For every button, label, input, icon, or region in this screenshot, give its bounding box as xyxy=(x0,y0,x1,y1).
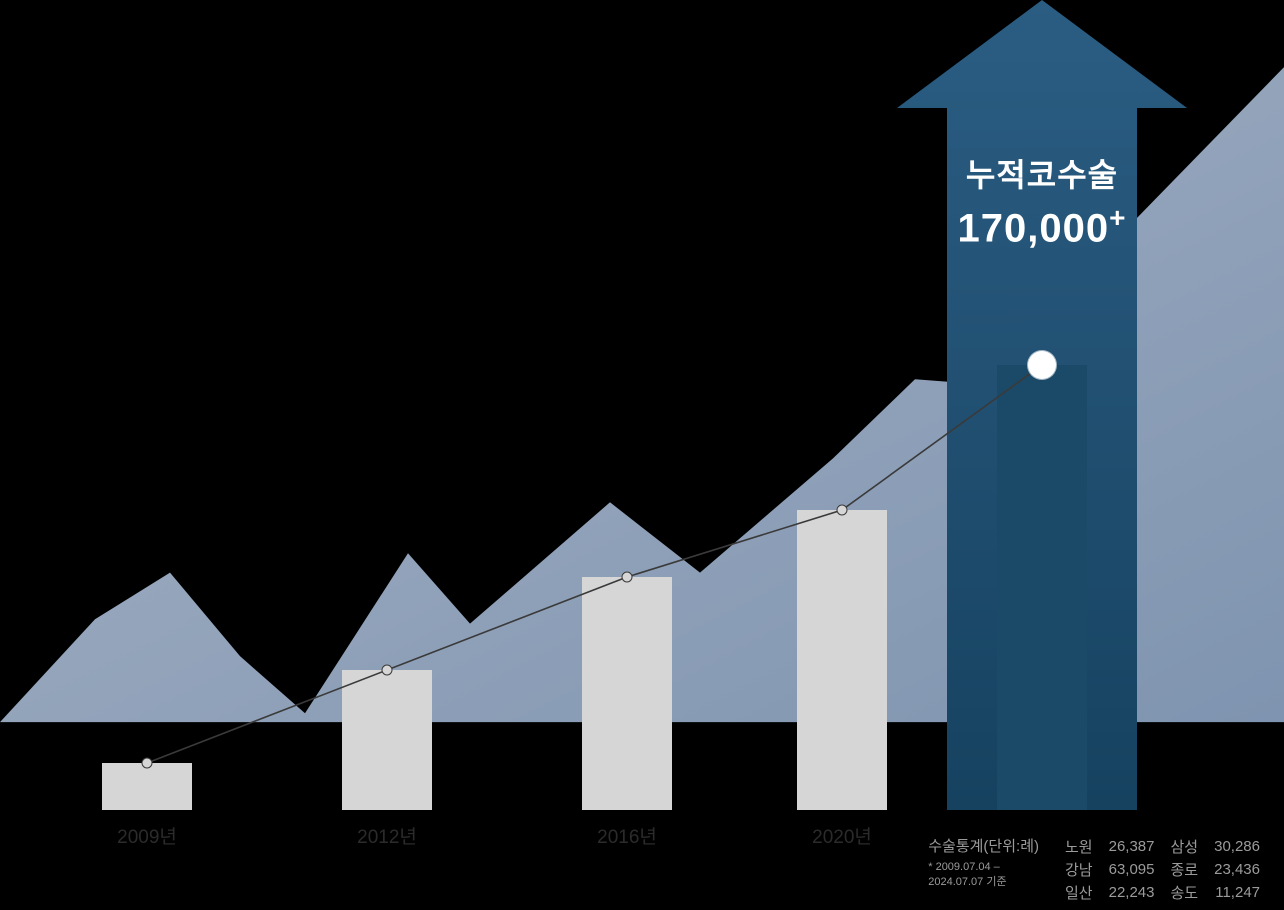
trend-marker xyxy=(622,572,633,583)
trend-marker xyxy=(142,758,153,769)
trend-marker xyxy=(837,505,848,516)
arrow-value-text: 170,000+ xyxy=(932,202,1152,251)
arrow-title-text: 누적코수술 xyxy=(932,150,1152,196)
trend-marker xyxy=(382,665,393,676)
arrow-headline: 누적코수술 170,000+ xyxy=(932,150,1152,251)
trend-marker-final xyxy=(1028,351,1056,379)
trend-line xyxy=(0,0,1284,910)
chart-container: 누적코수술 170,000+ 2009년2012년2016년2020년 수술통계… xyxy=(0,0,1284,910)
